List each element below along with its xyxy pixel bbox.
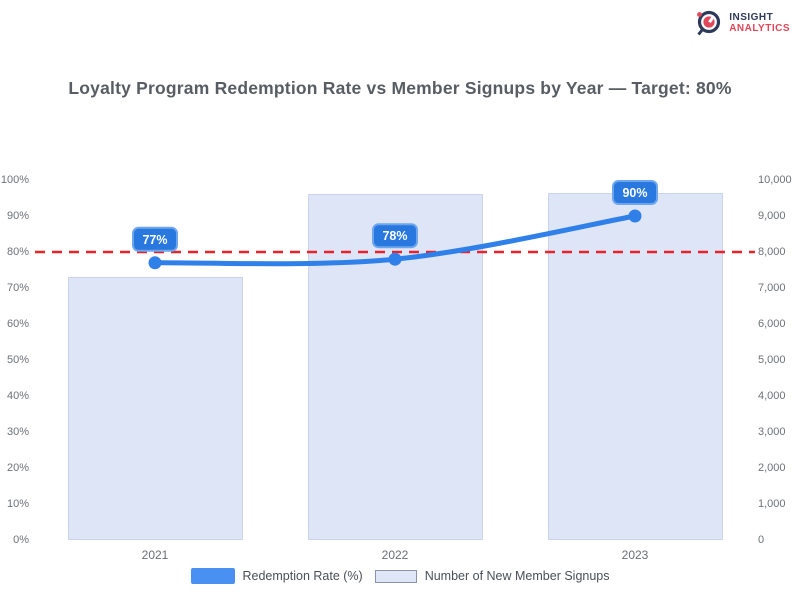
brand-logo-icon [697,10,721,36]
tick-label: 8,000 [758,246,786,258]
tick-label: 0 [758,534,765,546]
tick-label: 80% [6,246,29,258]
x-axis-label-2023: 2023 [621,548,649,562]
tick-label: 9,000 [758,210,786,222]
data-point-label-box [132,226,178,252]
brand-logo: INSIGHT ANALYTICS [694,8,790,38]
chart-title: Loyalty Program Redemption Rate vs Membe… [68,78,732,98]
tick-label: 7,000 [758,282,786,294]
tick-label: 10,000 [758,174,792,186]
legend-swatch-line [190,568,235,584]
tick-label: 30% [6,426,29,438]
data-point-marker [388,252,402,266]
plot-area: 77% 78% 90% [35,179,755,540]
line-layer: 77% 78% 90% [35,179,755,270]
data-point-marker [628,209,642,223]
bar-2021 [67,277,243,540]
y-axis-left-labels: 100% 90% 80% 70% 60% 50% 40% 30% 20% 10% 0% [0,174,29,546]
data-point-label: 77% [142,233,167,247]
bar-2023 [547,192,723,540]
logo-text-line2: ANALYTICS [729,23,790,34]
tick-label: 90% [6,210,29,222]
tick-label: 1,000 [758,498,786,510]
legend-item-bar[interactable]: Number of New Member Signups [374,569,610,583]
legend: Redemption Rate (%) Number of New Member… [0,568,800,584]
tick-label: 5,000 [758,354,786,366]
tick-label: 6,000 [758,318,786,330]
x-axis-label-2021: 2021 [141,548,169,562]
x-axis-label-2022: 2022 [381,548,409,562]
tick-label: 2,000 [758,462,786,474]
brand-logo-text: INSIGHT ANALYTICS [729,12,790,35]
legend-label-line: Redemption Rate (%) [242,569,363,583]
tick-label: 100% [0,174,29,186]
tick-label: 10% [6,498,29,510]
tick-label: 3,000 [758,426,786,438]
tick-label: 0% [13,534,29,546]
y-axis-right-labels: 10,000 9,000 8,000 7,000 6,000 5,000 4,000 3,00… [758,174,800,546]
tick-label: 70% [6,282,29,294]
tick-label: 50% [6,354,29,366]
x-axis-labels: 2021 2022 2023 [35,548,755,566]
legend-swatch-bar [374,569,417,583]
legend-label-bar: Number of New Member Signups [424,569,610,583]
tick-label: 4,000 [758,390,786,402]
legend-item-line[interactable]: Redemption Rate (%) [190,568,363,584]
data-point-label: 90% [622,186,647,200]
logo-text-line1: INSIGHT [729,11,774,23]
data-point-label-box [372,223,418,249]
data-point-label-box [612,179,658,205]
tick-label: 20% [6,462,29,474]
data-point-marker [148,256,162,270]
tick-label: 60% [6,318,29,330]
data-point-label: 78% [382,229,407,243]
tick-label: 40% [6,390,29,402]
